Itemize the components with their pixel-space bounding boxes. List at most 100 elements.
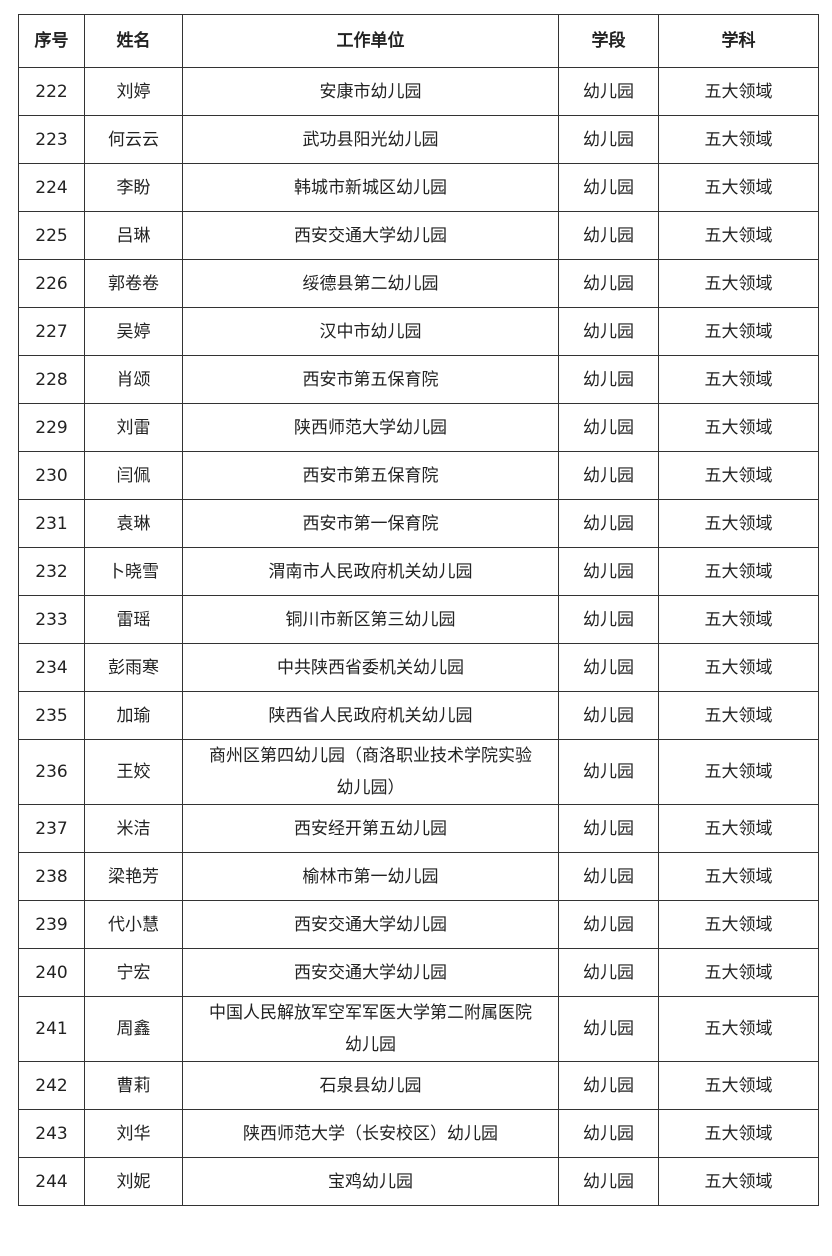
name-cell: 王姣 xyxy=(84,739,183,805)
unit-cell: 陕西师范大学幼儿园 xyxy=(182,403,559,452)
serial-cell: 238 xyxy=(18,852,85,901)
header-cell: 工作单位 xyxy=(182,14,559,68)
name-cell: 刘婷 xyxy=(84,67,183,116)
name-cell: 雷瑶 xyxy=(84,595,183,644)
name-cell: 刘妮 xyxy=(84,1157,183,1206)
stage-cell: 幼儿园 xyxy=(558,948,659,997)
serial-cell: 225 xyxy=(18,211,85,260)
unit-cell: 中共陕西省委机关幼儿园 xyxy=(182,643,559,692)
subject-cell: 五大领域 xyxy=(658,948,819,997)
unit-cell: 汉中市幼儿园 xyxy=(182,307,559,356)
table-row: 231 袁琳 西安市第一保育院 幼儿园 五大领域 xyxy=(18,499,819,548)
subject-cell: 五大领域 xyxy=(658,595,819,644)
subject-cell: 五大领域 xyxy=(658,691,819,740)
stage-cell: 幼儿园 xyxy=(558,804,659,853)
unit-cell: 西安交通大学幼儿园 xyxy=(182,948,559,997)
serial-cell: 229 xyxy=(18,403,85,452)
stage-cell: 幼儿园 xyxy=(558,1061,659,1110)
serial-cell: 235 xyxy=(18,691,85,740)
header-cell: 学段 xyxy=(558,14,659,68)
stage-cell: 幼儿园 xyxy=(558,852,659,901)
name-cell: 宁宏 xyxy=(84,948,183,997)
table-row: 228 肖颂 西安市第五保育院 幼儿园 五大领域 xyxy=(18,355,819,404)
stage-cell: 幼儿园 xyxy=(558,115,659,164)
stage-cell: 幼儿园 xyxy=(558,259,659,308)
stage-cell: 幼儿园 xyxy=(558,900,659,949)
serial-cell: 240 xyxy=(18,948,85,997)
name-cell: 周鑫 xyxy=(84,996,183,1062)
unit-cell: 宝鸡幼儿园 xyxy=(182,1157,559,1206)
serial-cell: 237 xyxy=(18,804,85,853)
serial-cell: 233 xyxy=(18,595,85,644)
header-row: 序号 姓名 工作单位 学段 学科 xyxy=(18,14,819,68)
serial-cell: 222 xyxy=(18,67,85,116)
table-row: 235 加瑜 陕西省人民政府机关幼儿园 幼儿园 五大领域 xyxy=(18,691,819,740)
unit-cell: 西安市第五保育院 xyxy=(182,355,559,404)
stage-cell: 幼儿园 xyxy=(558,1109,659,1158)
unit-cell: 中国人民解放军空军军医大学第二附属医院幼儿园 xyxy=(182,996,559,1062)
stage-cell: 幼儿园 xyxy=(558,996,659,1062)
serial-cell: 244 xyxy=(18,1157,85,1206)
unit-cell: 石泉县幼儿园 xyxy=(182,1061,559,1110)
stage-cell: 幼儿园 xyxy=(558,547,659,596)
unit-cell: 陕西师范大学（长安校区）幼儿园 xyxy=(182,1109,559,1158)
table-row: 237 米洁 西安经开第五幼儿园 幼儿园 五大领域 xyxy=(18,804,819,853)
name-cell: 郭卷卷 xyxy=(84,259,183,308)
stage-cell: 幼儿园 xyxy=(558,403,659,452)
unit-cell: 陕西省人民政府机关幼儿园 xyxy=(182,691,559,740)
serial-cell: 234 xyxy=(18,643,85,692)
unit-cell: 西安交通大学幼儿园 xyxy=(182,211,559,260)
table-row: 242 曹莉 石泉县幼儿园 幼儿园 五大领域 xyxy=(18,1061,819,1110)
subject-cell: 五大领域 xyxy=(658,643,819,692)
table-row: 239 代小慧 西安交通大学幼儿园 幼儿园 五大领域 xyxy=(18,900,819,949)
subject-cell: 五大领域 xyxy=(658,163,819,212)
serial-cell: 236 xyxy=(18,739,85,805)
subject-cell: 五大领域 xyxy=(658,852,819,901)
subject-cell: 五大领域 xyxy=(658,403,819,452)
unit-cell: 西安市第五保育院 xyxy=(182,451,559,500)
stage-cell: 幼儿园 xyxy=(558,595,659,644)
table-row: 225 吕琳 西安交通大学幼儿园 幼儿园 五大领域 xyxy=(18,211,819,260)
table-row: 243 刘华 陕西师范大学（长安校区）幼儿园 幼儿园 五大领域 xyxy=(18,1109,819,1158)
subject-cell: 五大领域 xyxy=(658,804,819,853)
subject-cell: 五大领域 xyxy=(658,900,819,949)
table-row: 238 梁艳芳 榆林市第一幼儿园 幼儿园 五大领域 xyxy=(18,852,819,901)
name-cell: 梁艳芳 xyxy=(84,852,183,901)
name-cell: 袁琳 xyxy=(84,499,183,548)
unit-cell: 西安交通大学幼儿园 xyxy=(182,900,559,949)
stage-cell: 幼儿园 xyxy=(558,307,659,356)
name-cell: 吴婷 xyxy=(84,307,183,356)
serial-cell: 224 xyxy=(18,163,85,212)
subject-cell: 五大领域 xyxy=(658,355,819,404)
serial-cell: 232 xyxy=(18,547,85,596)
subject-cell: 五大领域 xyxy=(658,739,819,805)
serial-cell: 228 xyxy=(18,355,85,404)
table-row: 229 刘雷 陕西师范大学幼儿园 幼儿园 五大领域 xyxy=(18,403,819,452)
serial-cell: 226 xyxy=(18,259,85,308)
header-cell: 学科 xyxy=(658,14,819,68)
subject-cell: 五大领域 xyxy=(658,1157,819,1206)
stage-cell: 幼儿园 xyxy=(558,163,659,212)
serial-cell: 243 xyxy=(18,1109,85,1158)
serial-cell: 241 xyxy=(18,996,85,1062)
name-cell: 闫佩 xyxy=(84,451,183,500)
subject-cell: 五大领域 xyxy=(658,1109,819,1158)
subject-cell: 五大领域 xyxy=(658,547,819,596)
table-row: 234 彭雨寒 中共陕西省委机关幼儿园 幼儿园 五大领域 xyxy=(18,643,819,692)
unit-cell: 铜川市新区第三幼儿园 xyxy=(182,595,559,644)
subject-cell: 五大领域 xyxy=(658,1061,819,1110)
serial-cell: 231 xyxy=(18,499,85,548)
serial-cell: 230 xyxy=(18,451,85,500)
name-cell: 何云云 xyxy=(84,115,183,164)
name-cell: 彭雨寒 xyxy=(84,643,183,692)
unit-cell: 西安经开第五幼儿园 xyxy=(182,804,559,853)
subject-cell: 五大领域 xyxy=(658,259,819,308)
stage-cell: 幼儿园 xyxy=(558,451,659,500)
stage-cell: 幼儿园 xyxy=(558,643,659,692)
name-cell: 曹莉 xyxy=(84,1061,183,1110)
stage-cell: 幼儿园 xyxy=(558,739,659,805)
serial-cell: 239 xyxy=(18,900,85,949)
stage-cell: 幼儿园 xyxy=(558,211,659,260)
subject-cell: 五大领域 xyxy=(658,307,819,356)
